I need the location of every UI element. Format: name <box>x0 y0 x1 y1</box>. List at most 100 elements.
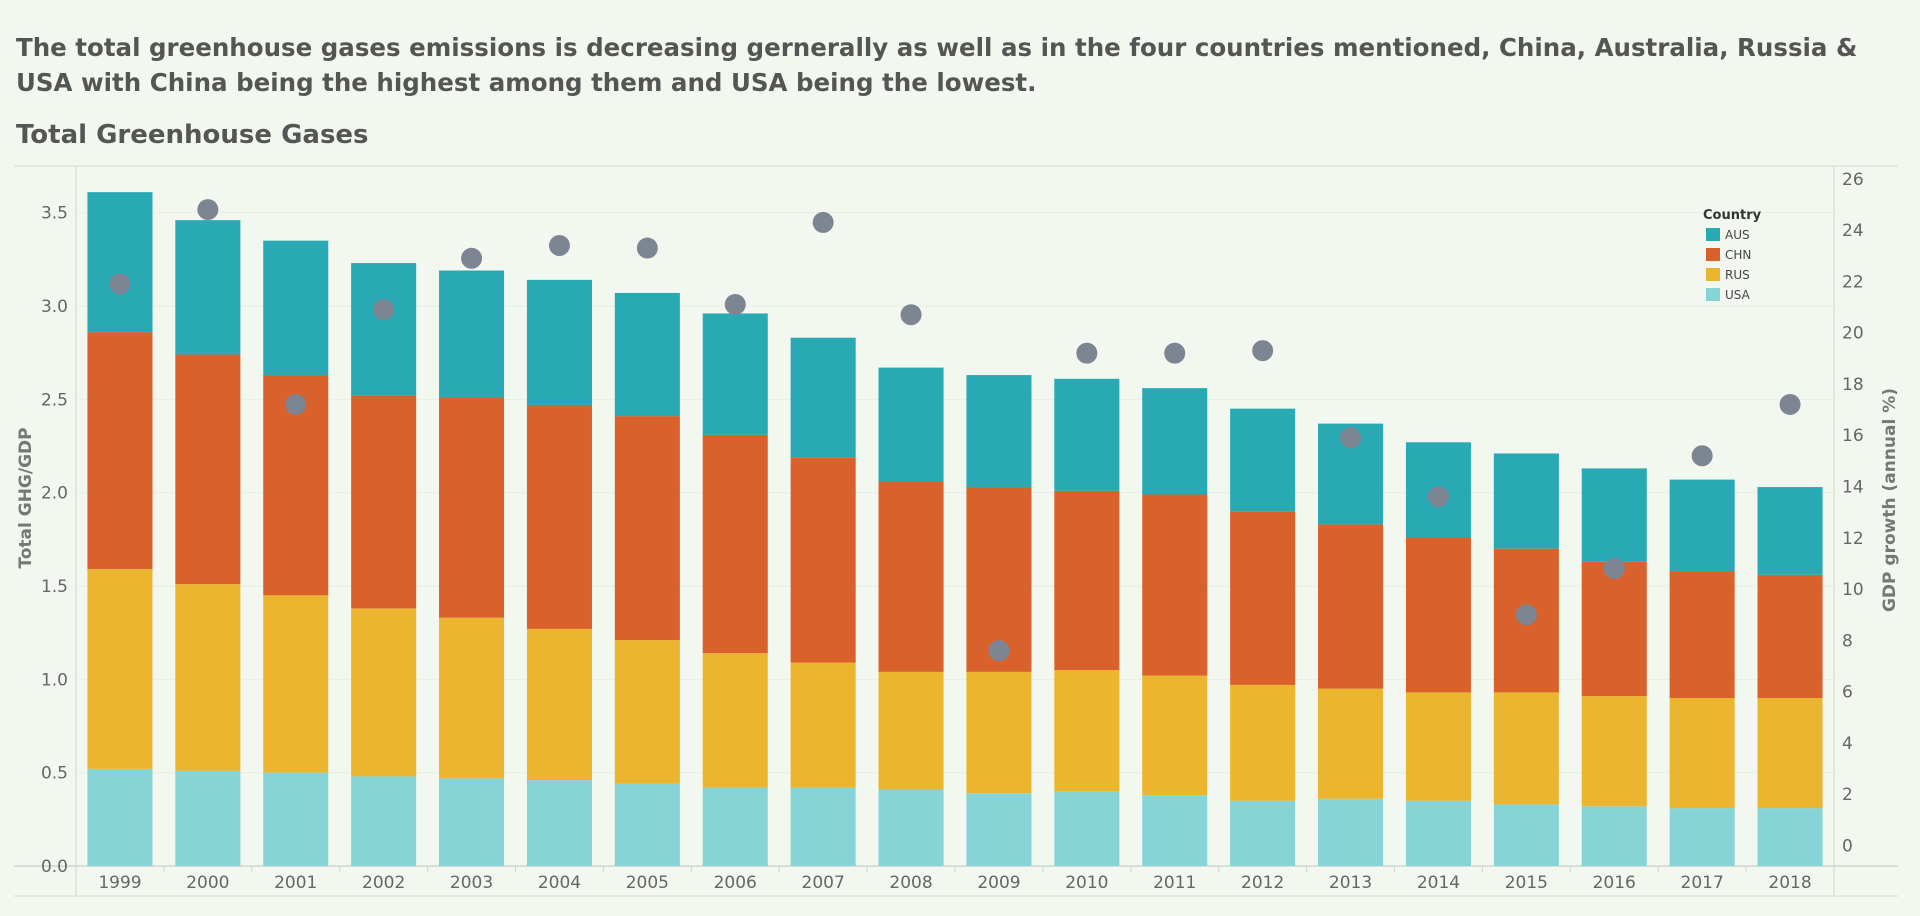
chart-caption: The total greenhouse gases emissions is … <box>16 33 1858 97</box>
bar-rus-2004 <box>526 628 592 781</box>
bar-aus-2016 <box>1581 468 1647 562</box>
y-tick-label: 2.0 <box>41 484 68 504</box>
bar-chn-2000 <box>175 354 241 585</box>
y2-tick-label: 12 <box>1842 529 1864 549</box>
bar-usa-2012 <box>1230 800 1296 866</box>
bar-aus-1999 <box>87 192 153 333</box>
legend-title: Country <box>1703 208 1762 223</box>
bar-rus-2017 <box>1669 698 1735 809</box>
bar-rus-2014 <box>1405 692 1471 801</box>
bar-usa-2008 <box>878 789 944 866</box>
y2-tick-label: 14 <box>1842 478 1864 498</box>
legend-swatch-chn <box>1706 248 1720 261</box>
gdp-point-2013 <box>1340 427 1362 449</box>
bar-usa-2007 <box>790 787 856 866</box>
bar-chn-2004 <box>526 404 592 629</box>
bar-chn-2006 <box>702 434 768 654</box>
bar-usa-2014 <box>1405 800 1471 866</box>
y-tick-label: 2.5 <box>41 390 68 410</box>
y2-tick-label: 22 <box>1842 272 1864 292</box>
y-tick-label: 0.5 <box>41 764 68 784</box>
bar-usa-2001 <box>263 772 329 866</box>
y2-tick-label: 0 <box>1842 836 1853 856</box>
x-tick-label: 2015 <box>1505 873 1548 893</box>
bar-chn-2011 <box>1142 494 1208 676</box>
gdp-point-2007 <box>812 211 834 233</box>
bar-aus-2007 <box>790 337 856 458</box>
y2-tick-label: 6 <box>1842 683 1853 703</box>
bar-usa-2003 <box>439 778 505 866</box>
x-tick-label: 2005 <box>626 873 669 893</box>
bar-rus-2012 <box>1230 684 1296 801</box>
legend-swatch-aus <box>1706 228 1720 241</box>
gdp-point-2015 <box>1515 604 1537 626</box>
x-tick-label: 2001 <box>274 873 317 893</box>
bar-chn-2017 <box>1669 571 1735 698</box>
bar-chn-2012 <box>1230 511 1296 685</box>
x-tick-label: 2006 <box>714 873 757 893</box>
bar-usa-2011 <box>1142 795 1208 866</box>
bar-usa-2013 <box>1318 798 1384 866</box>
bar-aus-2015 <box>1493 453 1559 549</box>
legend-label-chn: CHN <box>1725 248 1751 262</box>
bar-chn-2014 <box>1405 537 1471 693</box>
grid-lines <box>76 212 1834 774</box>
bar-rus-2018 <box>1757 698 1823 809</box>
bar-rus-2001 <box>263 595 329 773</box>
bar-aus-2000 <box>175 220 241 355</box>
gdp-point-2010 <box>1076 342 1098 364</box>
bar-usa-2005 <box>614 783 680 866</box>
bar-rus-2015 <box>1493 692 1559 805</box>
bar-rus-2003 <box>439 617 505 779</box>
x-tick-label: 2007 <box>802 873 845 893</box>
gdp-point-2005 <box>636 237 658 259</box>
legend-swatch-rus <box>1706 268 1720 281</box>
bar-usa-2004 <box>526 780 592 866</box>
gdp-point-2014 <box>1427 486 1449 508</box>
y2-tick-label: 4 <box>1842 734 1853 754</box>
bar-aus-2010 <box>1054 378 1120 491</box>
x-axis-ticks: 1999 2000 2001 2002 2003 2004 2005 2006 2007 2008… <box>98 866 1812 893</box>
bar-rus-2006 <box>702 653 768 788</box>
x-tick-label: 2014 <box>1417 873 1460 893</box>
y2-tick-label: 26 <box>1842 170 1864 190</box>
bar-aus-2002 <box>351 263 417 396</box>
x-tick-label: 2004 <box>538 873 581 893</box>
bar-usa-2006 <box>702 787 768 866</box>
gdp-growth-points <box>109 199 1801 662</box>
bar-chn-2013 <box>1318 524 1384 689</box>
x-tick-label: 2000 <box>186 873 229 893</box>
x-tick-label: 2010 <box>1065 873 1108 893</box>
bar-usa-2010 <box>1054 791 1120 866</box>
x-tick-label: 2009 <box>977 873 1020 893</box>
bar-aus-2018 <box>1757 487 1823 575</box>
gdp-point-2008 <box>900 304 922 326</box>
bar-rus-2007 <box>790 662 856 788</box>
bar-rus-2013 <box>1318 688 1384 799</box>
bar-aus-2008 <box>878 367 944 482</box>
bar-rus-2016 <box>1581 696 1647 807</box>
bar-aus-2012 <box>1230 408 1296 512</box>
bar-aus-2003 <box>439 270 505 398</box>
gdp-point-2018 <box>1779 393 1801 415</box>
y-tick-label: 1.0 <box>41 670 68 690</box>
bar-rus-2002 <box>351 608 417 777</box>
chart-title: Total Greenhouse Gases <box>16 120 369 150</box>
gdp-point-2000 <box>197 199 219 221</box>
gdp-point-2017 <box>1691 445 1713 467</box>
y2-tick-label: 18 <box>1842 375 1864 395</box>
bars-layer <box>87 192 1823 866</box>
bar-usa-2002 <box>351 776 417 866</box>
bar-chn-2010 <box>1054 490 1120 670</box>
x-tick-label: 2013 <box>1329 873 1372 893</box>
y-axis-left-ticks: 0.0 0.5 1.0 1.5 2.0 2.5 3.0 3.5 <box>41 204 68 877</box>
y2-tick-label: 24 <box>1842 221 1864 241</box>
x-tick-label: 2017 <box>1681 873 1724 893</box>
bar-rus-2009 <box>966 671 1032 794</box>
legend-swatch-usa <box>1706 288 1720 301</box>
gdp-point-2016 <box>1603 558 1625 580</box>
bar-chn-2018 <box>1757 574 1823 698</box>
x-tick-label: 2012 <box>1241 873 1284 893</box>
bar-usa-2000 <box>175 770 241 866</box>
